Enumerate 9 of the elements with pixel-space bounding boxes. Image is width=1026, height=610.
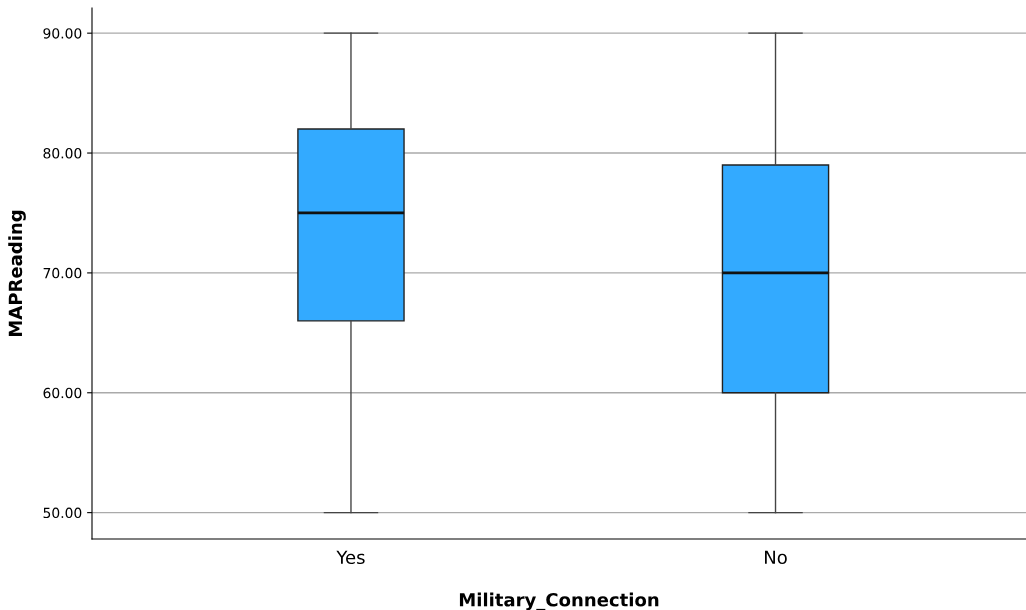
x-axis-title: Military_Connection xyxy=(459,592,659,610)
y-tick-label: 70.00 xyxy=(43,267,82,279)
y-tick-label: 80.00 xyxy=(43,148,82,159)
y-tick-label: 60.00 xyxy=(43,387,82,399)
x-tick-label: Yes xyxy=(336,550,365,565)
x-tick-label: No xyxy=(765,550,787,565)
y-tick-label: 90.00 xyxy=(43,28,82,39)
y-tick-label: 50.00 xyxy=(43,507,82,519)
y-axis-title: MAPReading xyxy=(8,210,26,337)
